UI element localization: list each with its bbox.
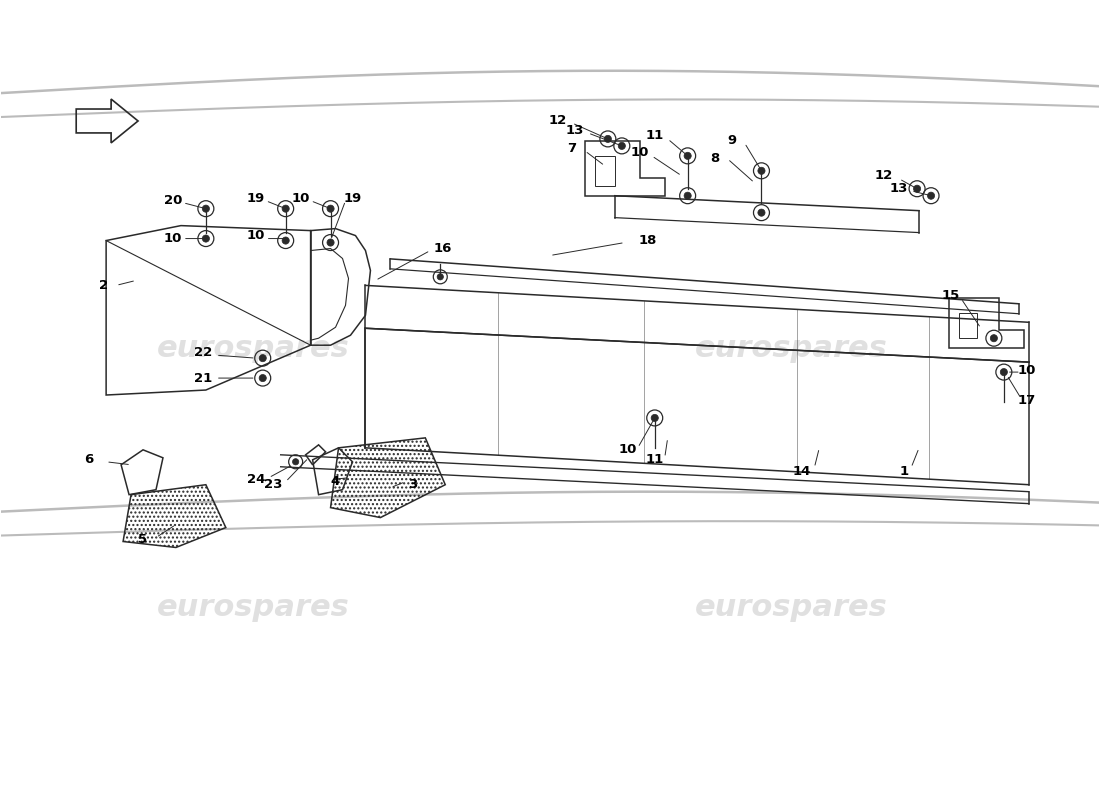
Text: 10: 10 — [164, 232, 183, 245]
Text: 7: 7 — [568, 142, 576, 155]
Text: 18: 18 — [639, 234, 657, 247]
Text: 21: 21 — [194, 371, 212, 385]
Text: 20: 20 — [164, 194, 183, 207]
Circle shape — [437, 274, 443, 280]
Text: 22: 22 — [194, 346, 212, 358]
Text: 14: 14 — [792, 466, 811, 478]
Text: 12: 12 — [874, 170, 893, 182]
Text: eurospares: eurospares — [157, 334, 350, 362]
Circle shape — [684, 192, 691, 199]
Circle shape — [927, 192, 935, 199]
Text: 24: 24 — [246, 474, 265, 486]
Circle shape — [202, 205, 209, 212]
Circle shape — [282, 237, 289, 244]
Circle shape — [758, 209, 766, 216]
Text: 11: 11 — [646, 454, 664, 466]
Text: 9: 9 — [727, 134, 736, 147]
Text: 10: 10 — [630, 146, 649, 159]
Circle shape — [990, 334, 998, 342]
Text: eurospares: eurospares — [157, 593, 350, 622]
Text: 5: 5 — [139, 533, 147, 546]
Circle shape — [202, 235, 209, 242]
Circle shape — [651, 414, 658, 422]
Circle shape — [618, 142, 626, 150]
Circle shape — [260, 354, 266, 362]
Text: 13: 13 — [890, 182, 909, 195]
Circle shape — [758, 167, 766, 174]
Text: eurospares: eurospares — [695, 593, 888, 622]
Text: 4: 4 — [331, 475, 340, 488]
Text: 15: 15 — [942, 289, 960, 302]
Circle shape — [282, 205, 289, 212]
Text: 10: 10 — [1018, 364, 1036, 377]
Circle shape — [604, 135, 612, 142]
Text: 23: 23 — [264, 478, 282, 491]
Text: 3: 3 — [408, 478, 417, 491]
Text: 19: 19 — [343, 192, 362, 206]
Text: 10: 10 — [292, 192, 310, 206]
Text: 19: 19 — [246, 192, 265, 206]
Text: 2: 2 — [99, 279, 108, 292]
Text: eurospares: eurospares — [695, 334, 888, 362]
Circle shape — [327, 205, 334, 212]
Circle shape — [260, 374, 266, 382]
Text: 6: 6 — [85, 454, 94, 466]
Text: 11: 11 — [646, 130, 664, 142]
Circle shape — [293, 458, 299, 465]
Bar — [959, 314, 977, 338]
Circle shape — [327, 239, 334, 246]
Text: 10: 10 — [618, 443, 637, 456]
Text: 16: 16 — [433, 242, 451, 255]
Circle shape — [1000, 369, 1008, 376]
Text: 13: 13 — [565, 125, 584, 138]
Text: 17: 17 — [1018, 394, 1036, 406]
Circle shape — [684, 152, 691, 159]
Bar — [595, 156, 615, 186]
Circle shape — [913, 185, 921, 192]
Text: 10: 10 — [246, 229, 265, 242]
Text: 1: 1 — [900, 466, 909, 478]
Text: 12: 12 — [549, 114, 568, 127]
Text: 8: 8 — [710, 152, 719, 166]
